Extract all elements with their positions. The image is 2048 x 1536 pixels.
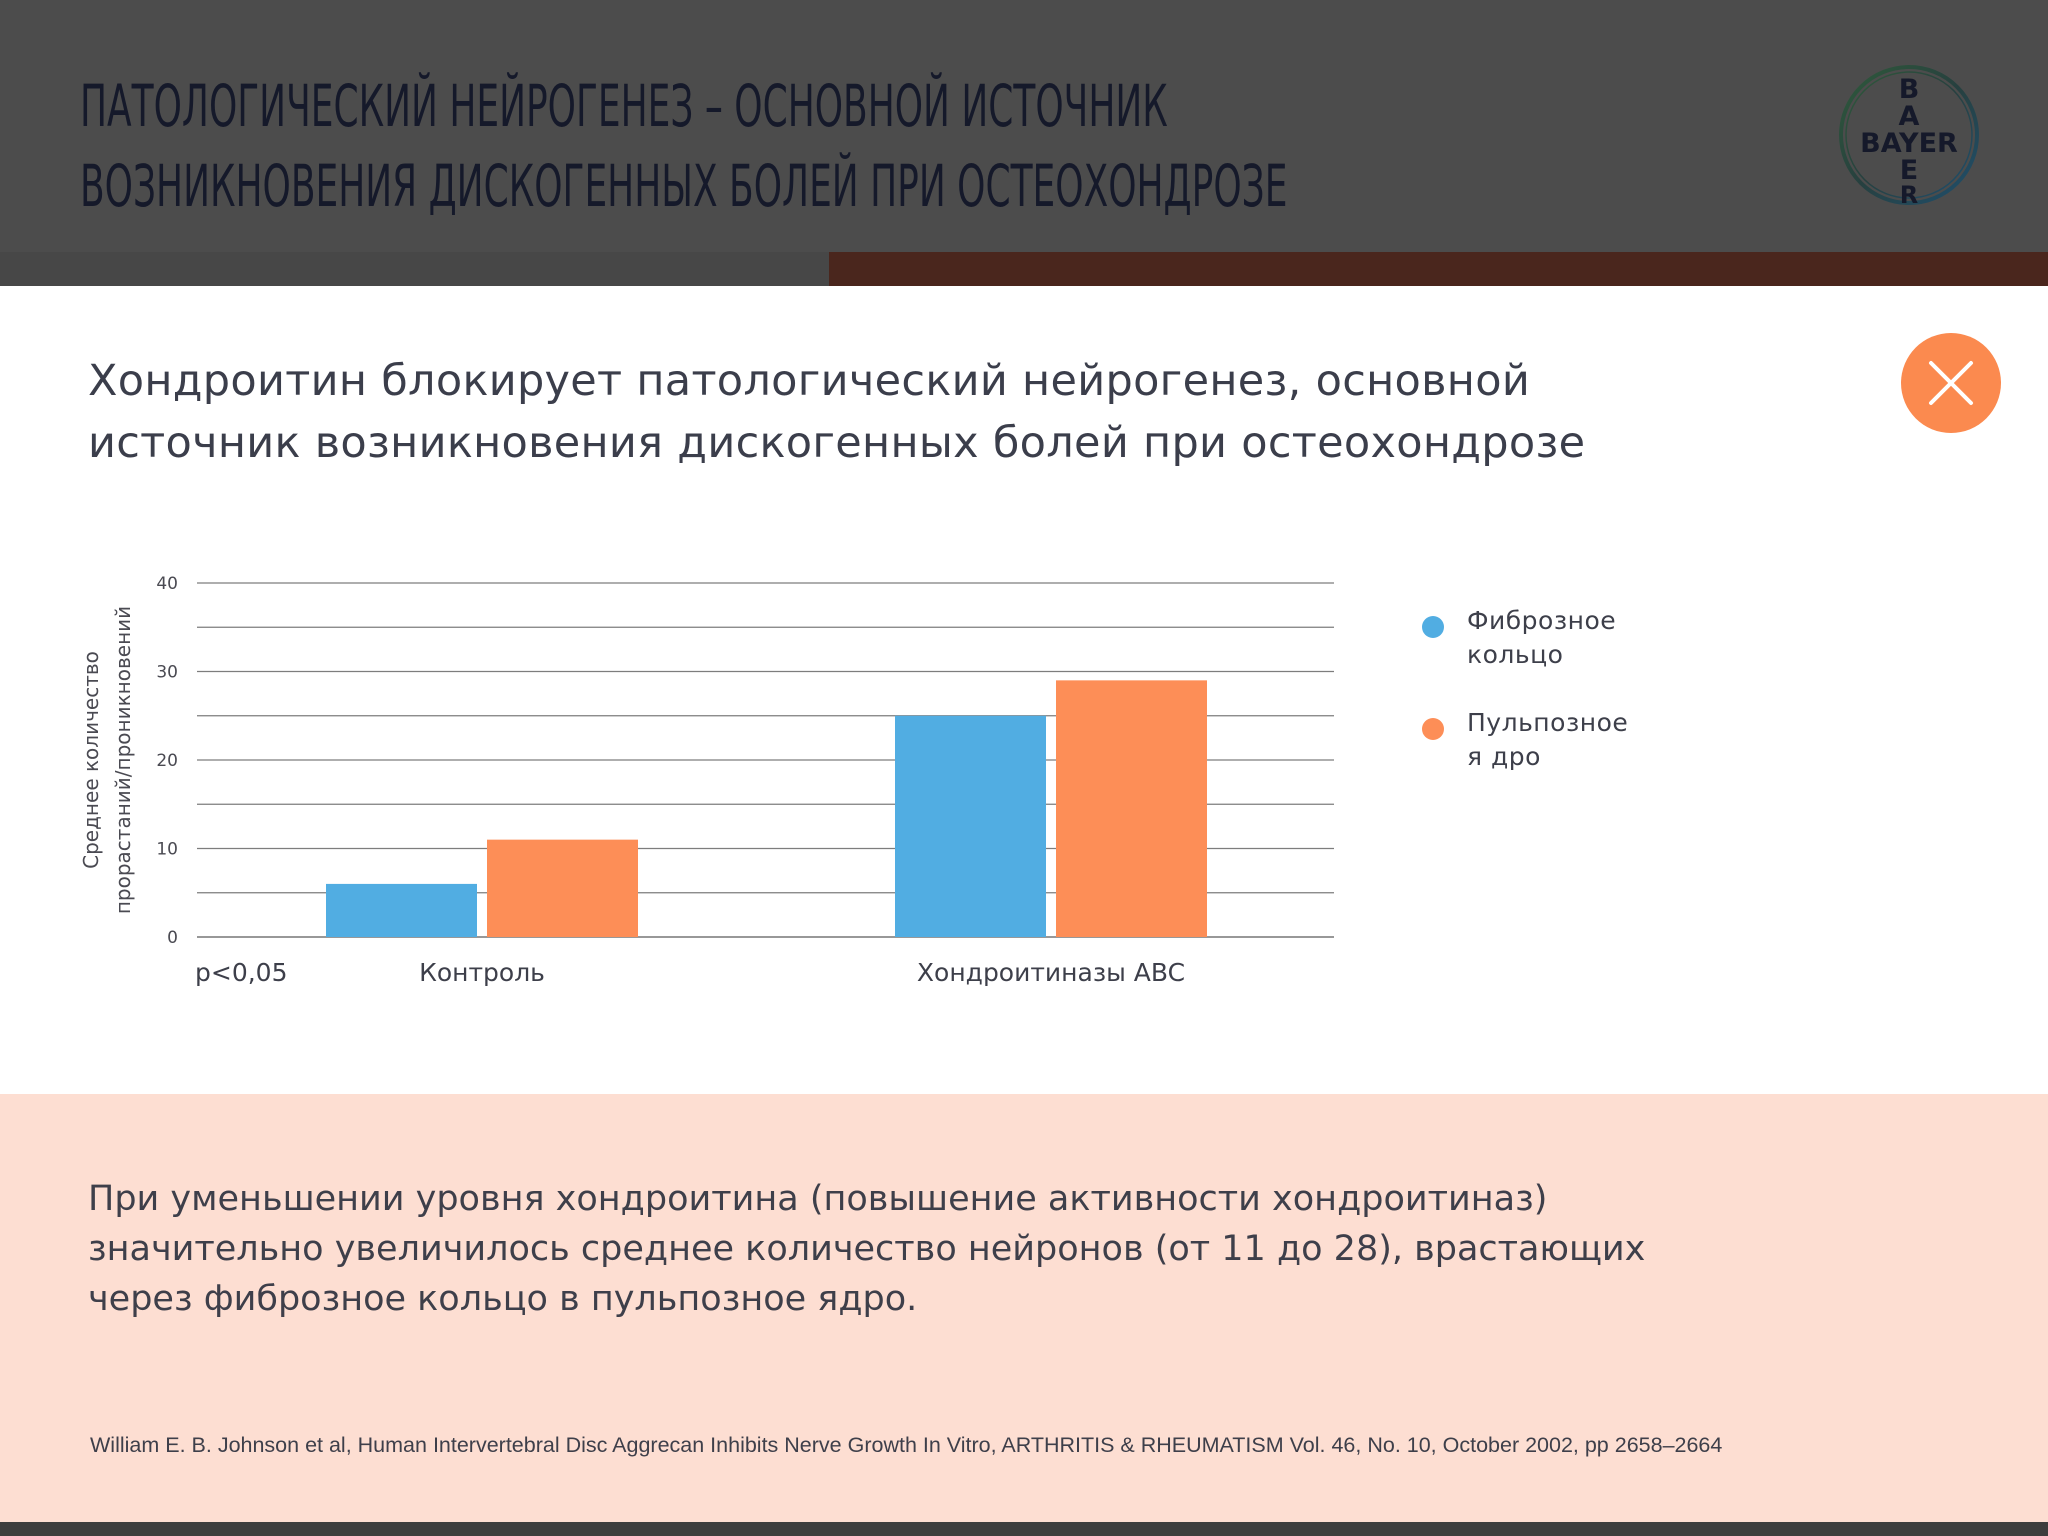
y-tick-label: 20 <box>156 751 178 771</box>
legend-label-line: Фиброзное <box>1467 606 1617 635</box>
svg-text:E: E <box>1900 155 1918 186</box>
modal-title: Хондроитин блокирует патологический нейр… <box>88 350 1848 474</box>
close-button[interactable] <box>1901 333 2001 433</box>
info-text-line-1: При уменьшении уровня хондроитина (повыш… <box>88 1179 1548 1219</box>
y-tick-label: 0 <box>167 928 178 948</box>
legend-label-line: Пульпозное <box>1467 708 1629 737</box>
svg-text:B: B <box>1899 74 1920 105</box>
bar <box>895 715 1046 937</box>
significance-annotation: p<0,05 <box>195 958 287 987</box>
info-text-line-2: значительно увеличилось среднее количест… <box>88 1229 1646 1269</box>
legend-label-line: я дро <box>1467 742 1541 771</box>
x-tick-label: Хондроитиназы ABC <box>917 958 1185 987</box>
legend-label-line: кольцо <box>1467 640 1564 669</box>
bar-chart-svg: 0 10 20 30 40 Среднее количество прорастаний/п… <box>79 574 1334 987</box>
bar <box>326 883 477 937</box>
footer-strip <box>0 1522 2048 1536</box>
bar <box>487 839 638 937</box>
chart-legend: Фиброзное кольцо Пульпозное я дро <box>1422 604 1722 808</box>
modal-title-line-2: источник возникновения дискогенных болей… <box>88 418 1586 468</box>
y-tick-label: 10 <box>156 840 178 860</box>
close-icon <box>1929 361 1973 405</box>
y-axis-label: Среднее количество <box>79 651 103 869</box>
x-tick-label: Контроль <box>419 958 545 987</box>
y-axis-label: прорастаний/проникновений <box>111 606 135 914</box>
bayer-logo-text: BAYER <box>1860 128 1958 159</box>
info-text-line-3: через фиброзное кольцо в пульпозное ядро… <box>88 1279 918 1319</box>
legend-item-nucleus-pulposus: Пульпозное я дро <box>1422 706 1722 774</box>
legend-dot-fibrous-ring <box>1422 616 1444 638</box>
bar <box>1056 680 1207 937</box>
slide-title-line-1: ПАТОЛОГИЧЕСКИЙ НЕЙРОГЕНЕЗ – ОСНОВНОЙ ИСТ… <box>80 72 1168 140</box>
bayer-logo: B A BAYER E R <box>1836 62 1982 209</box>
header-underline-accent <box>829 252 2048 286</box>
citation: William E. B. Johnson et al, Human Inter… <box>90 1433 1723 1457</box>
slide-title-line-2: ВОЗНИКНОВЕНИЯ ДИСКОГЕННЫХ БОЛЕЙ ПРИ ОСТЕ… <box>80 152 1288 220</box>
info-panel: При уменьшении уровня хондроитина (повыш… <box>0 1094 2048 1522</box>
modal-title-line-1: Хондроитин блокирует патологический нейр… <box>88 356 1531 406</box>
legend-dot-nucleus-pulposus <box>1422 718 1444 740</box>
slide-title: ПАТОЛОГИЧЕСКИЙ НЕЙРОГЕНЕЗ – ОСНОВНОЙ ИСТ… <box>80 66 1288 226</box>
svg-text:R: R <box>1900 181 1918 208</box>
legend-item-fibrous-ring: Фиброзное кольцо <box>1422 604 1722 672</box>
y-tick-label: 40 <box>156 574 178 594</box>
info-text: При уменьшении уровня хондроитина (повыш… <box>88 1174 1968 1324</box>
header-underline-left <box>0 252 829 286</box>
svg-text:A: A <box>1899 101 1920 132</box>
y-tick-label: 30 <box>156 663 178 683</box>
bar-chart: 0 10 20 30 40 Среднее количество прорастаний/п… <box>60 540 1360 1000</box>
slide-header: ПАТОЛОГИЧЕСКИЙ НЕЙРОГЕНЕЗ – ОСНОВНОЙ ИСТ… <box>0 0 2048 286</box>
